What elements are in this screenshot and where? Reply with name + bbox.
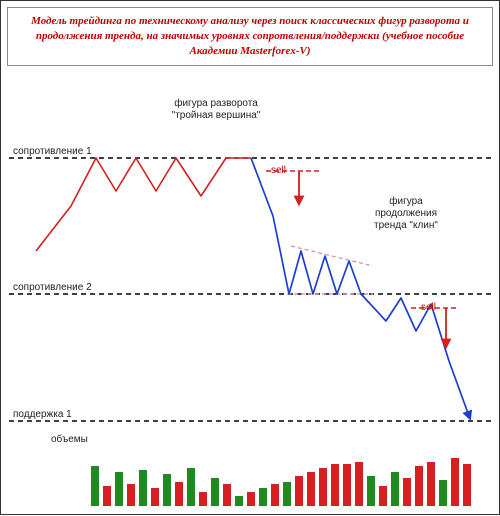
reversal-line2: "тройная вершина" bbox=[172, 110, 261, 121]
cont-line1: фигура bbox=[389, 196, 422, 207]
volume-group bbox=[91, 458, 471, 506]
support1-label: поддержка 1 bbox=[13, 409, 72, 421]
resistance2-label: сопротивление 2 bbox=[13, 282, 92, 294]
chart-area: сопротивление 1 сопротивление 2 поддержк… bbox=[1, 76, 499, 514]
sell1-label: sell bbox=[271, 165, 286, 176]
resistance1-label: сопротивление 1 bbox=[13, 146, 92, 158]
sell2-label: sell bbox=[421, 302, 436, 313]
title-box: Модель трейдинга по техническому анализу… bbox=[7, 7, 493, 66]
cont-line3: тренда "клин" bbox=[374, 220, 438, 231]
cont-line2: продолжения bbox=[375, 208, 437, 219]
volume-label: объемы bbox=[51, 434, 88, 446]
chart-svg bbox=[1, 76, 500, 516]
reversal-line1: фигура разворота bbox=[174, 98, 258, 109]
title-text: Модель трейдинга по техническому анализу… bbox=[31, 15, 469, 57]
reversal-annotation: фигура разворота "тройная вершина" bbox=[151, 98, 281, 122]
continuation-annotation: фигура продолжения тренда "клин" bbox=[356, 196, 456, 232]
figure-container: Модель трейдинга по техническому анализу… bbox=[0, 0, 500, 515]
